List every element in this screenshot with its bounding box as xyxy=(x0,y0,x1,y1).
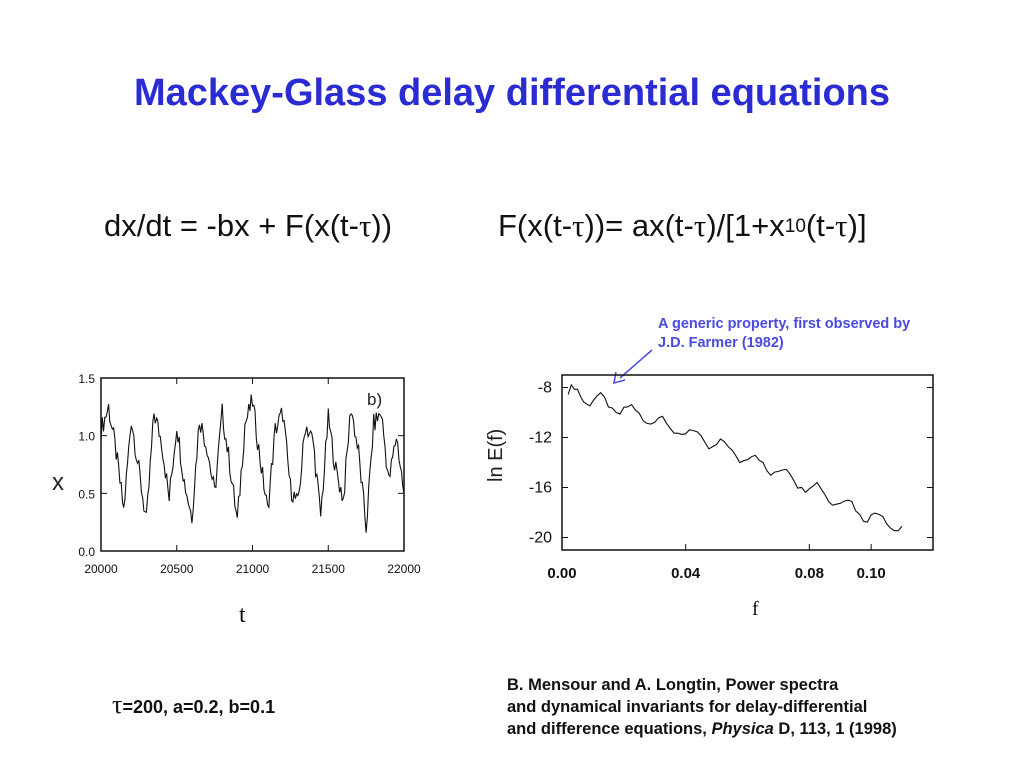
citation-line: and dynamical invariants for delay-diffe… xyxy=(507,698,868,716)
series-line xyxy=(567,383,903,532)
equation-right-part-c: )/[1+x xyxy=(706,208,785,243)
y-axis-label: x xyxy=(52,469,64,496)
citation-text: D, 113, 1 (1998) xyxy=(773,720,897,738)
chart-frame xyxy=(561,374,934,551)
y-tick-label: -12 xyxy=(529,430,552,447)
y-tick-label: -8 xyxy=(538,380,552,397)
exponent: 10 xyxy=(784,216,806,237)
y-tick-label: 1.0 xyxy=(78,430,95,444)
x-axis-label-t: t xyxy=(239,602,246,628)
equation-left-part-b: )) xyxy=(371,208,393,243)
x-tick-label: 20500 xyxy=(160,562,194,576)
parameter-values: τ=200, a=0.2, b=0.1 xyxy=(112,690,275,720)
citation: B. Mensour and A. Longtin, Power spectra… xyxy=(507,674,897,740)
x-axis-label-f: f xyxy=(752,598,759,620)
tau-symbol: τ xyxy=(693,208,707,243)
plot-frame xyxy=(561,374,934,551)
chart-ticks: 20000 20500 21000 21500 22000 0.0 0.5 1.0 1.5 xyxy=(78,372,421,576)
series-line xyxy=(100,394,405,533)
x-tick-label: 21000 xyxy=(236,562,270,576)
y-tick-label: 0.0 xyxy=(78,545,95,559)
x-tick-label: 0.00 xyxy=(547,565,576,582)
chart-series xyxy=(100,394,405,533)
equation-right: F(x(t-τ))= ax(t-τ)/[1+x10(t-τ)] xyxy=(498,208,867,244)
equation-right-part-a: F(x(t- xyxy=(498,208,573,243)
x-tick-label: 0.08 xyxy=(795,565,824,582)
x-tick-label: 20000 xyxy=(84,562,118,576)
journal-name: Physica xyxy=(711,720,774,738)
y-tick-label: -20 xyxy=(529,530,552,547)
chart-ticks: 0.00 0.04 0.08 0.10 -8 -12 -16 -20 xyxy=(529,380,933,582)
equation-right-part-b: ))= ax(t- xyxy=(584,208,694,243)
y-tick-label: 1.5 xyxy=(78,372,95,386)
farmer-annotation: A generic property, first observed by J.… xyxy=(658,315,910,353)
x-tick-label: 0.10 xyxy=(857,565,886,582)
slide-title: Mackey-Glass delay differential equation… xyxy=(133,72,891,114)
annotation-line: A generic property, first observed by xyxy=(658,316,911,332)
y-tick-label: -16 xyxy=(529,480,552,497)
citation-line: B. Mensour and A. Longtin, Power spectra xyxy=(507,676,839,694)
x-tick-label: 21500 xyxy=(312,562,346,576)
chart-series xyxy=(567,383,903,532)
x-tick-label: 22000 xyxy=(387,562,421,576)
y-axis-label: ln E(f) xyxy=(485,429,507,482)
tau-symbol: τ xyxy=(358,208,372,243)
equation-right-part-d: (t- xyxy=(805,208,836,243)
equation-left: dx/dt = -bx + F(x(t-τ)) xyxy=(104,208,392,244)
equation-left-part-a: dx/dt = -bx + F(x(t- xyxy=(104,208,359,243)
tau-symbol: τ xyxy=(572,208,585,243)
panel-label: b) xyxy=(367,390,382,409)
annotation-line: J.D. Farmer (1982) xyxy=(658,335,784,351)
annotation-arrow xyxy=(619,349,653,379)
citation-text: and difference equations, xyxy=(507,720,712,738)
params-text: =200, a=0.2, b=0.1 xyxy=(122,697,276,717)
y-tick-label: 0.5 xyxy=(78,487,95,501)
citation-line: and difference equations, Physica D, 113… xyxy=(507,718,897,740)
equation-right-part-e: )] xyxy=(847,208,867,243)
tau-symbol: τ xyxy=(835,208,848,243)
tau-symbol: τ xyxy=(112,690,123,719)
x-tick-label: 0.04 xyxy=(671,565,701,582)
